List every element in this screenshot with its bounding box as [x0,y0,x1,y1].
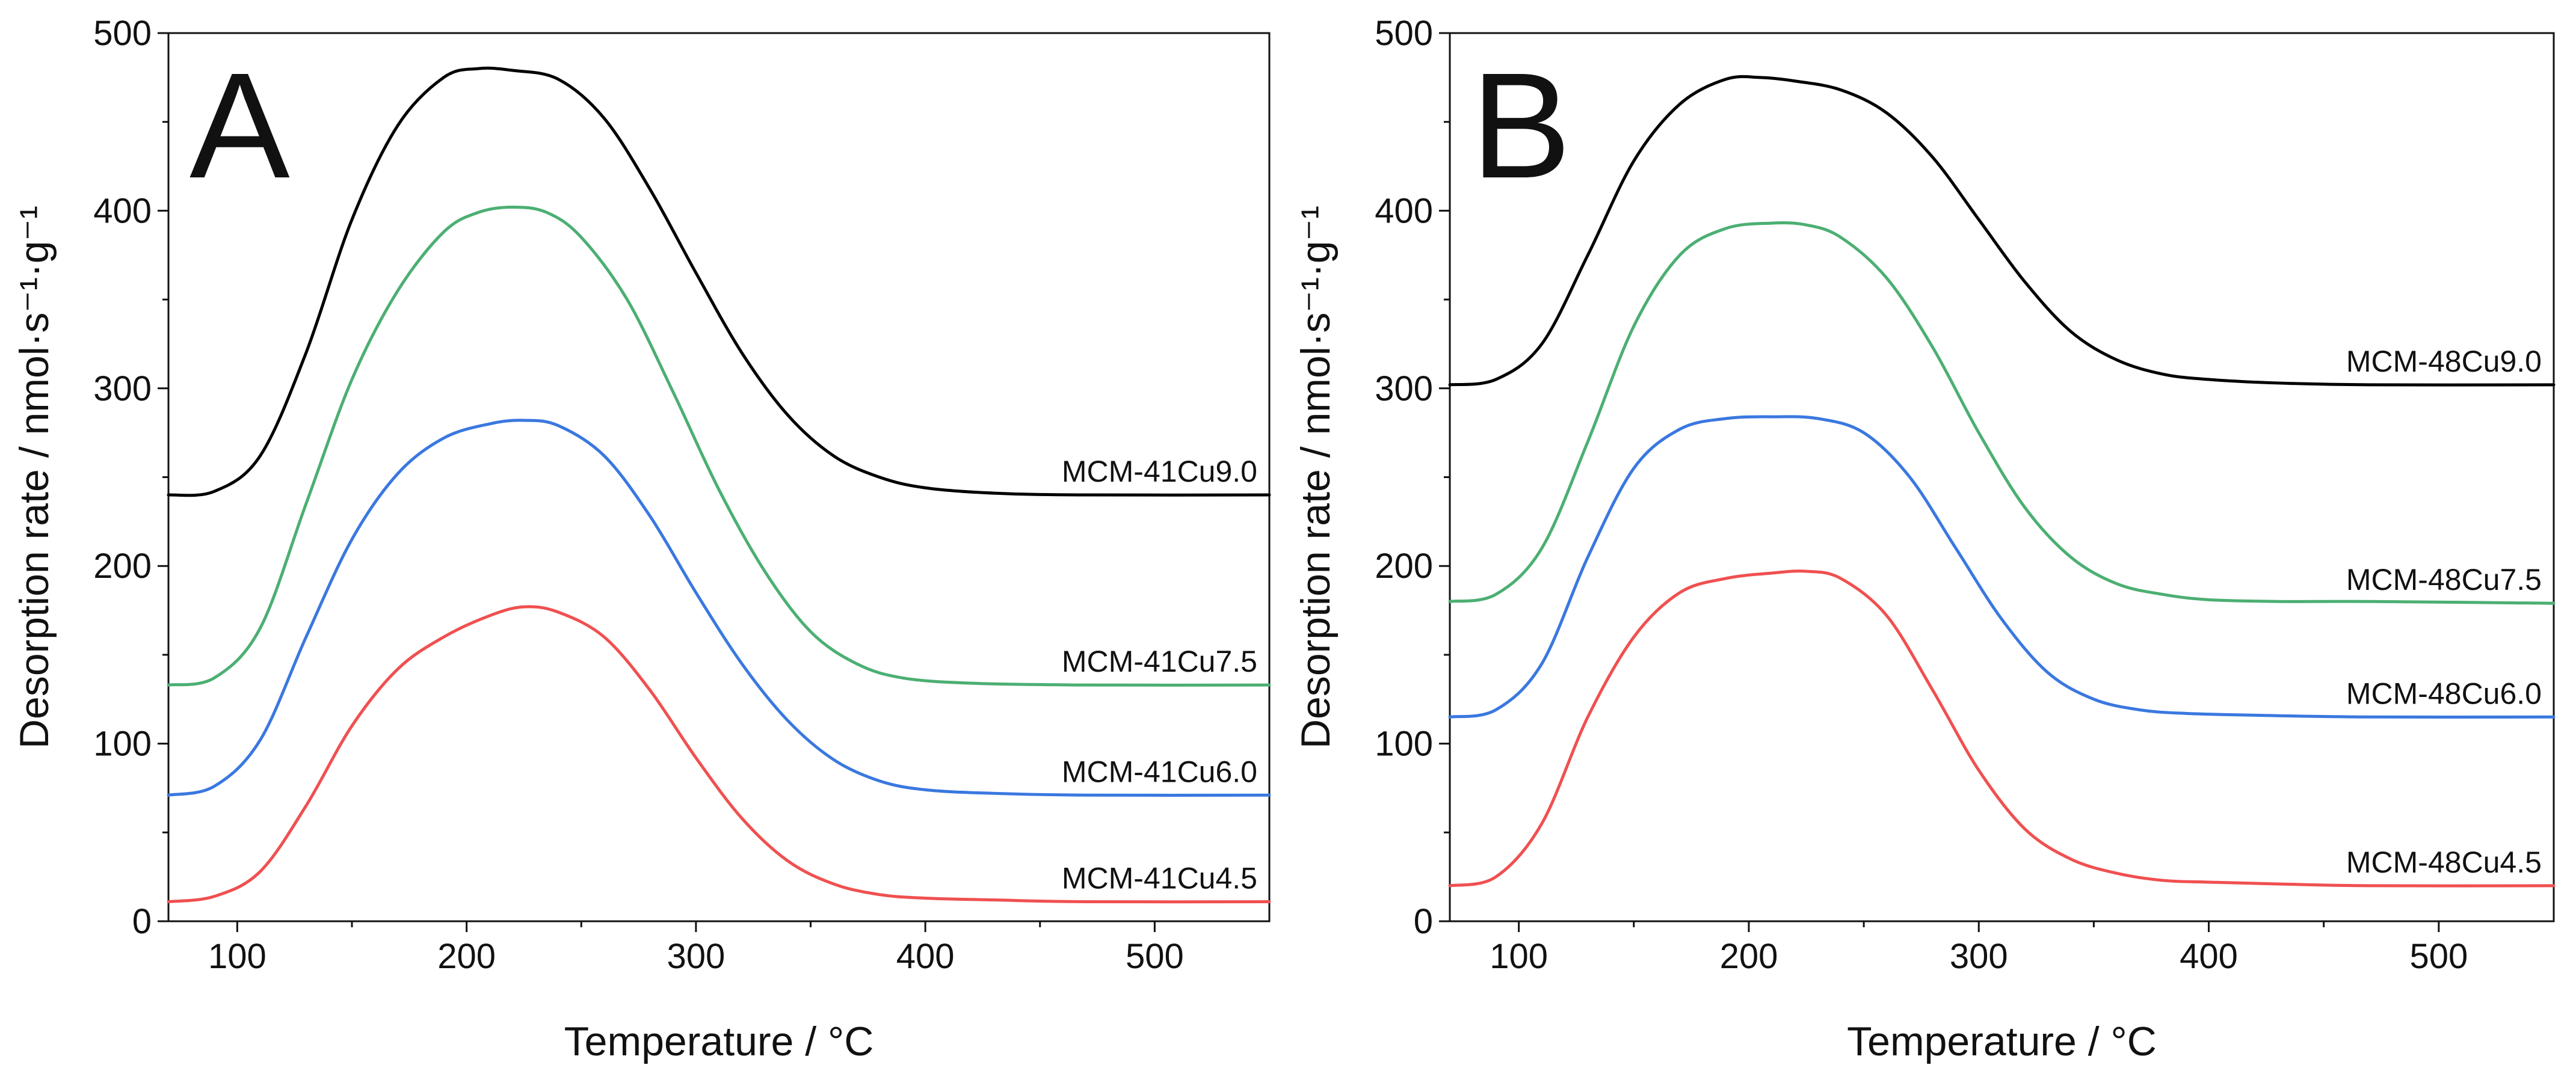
x-tick-label: 200 [437,937,496,976]
series-line-mcm-48cu9-0 [1448,75,2556,387]
y-tick-label: 100 [1375,725,1433,764]
panel-b: 0 100 200 300 400 500 100 200 300 400 500 Temperatu… [1293,14,2556,1064]
x-tick-label: 300 [667,937,725,976]
x-tick-label: 100 [1490,937,1548,976]
y-tick-label: 500 [93,14,152,53]
x-tick-label: 400 [2180,937,2238,976]
series-line-mcm-48cu7-5 [1448,221,2556,605]
x-axis-title: Temperature / °C [1847,1019,2157,1064]
y-tick-label: 200 [93,547,152,586]
series-label: MCM-41Cu4.5 [1062,862,1257,895]
y-axis-title: Desorption rate / nmol·s⁻¹·g⁻¹ [1293,206,1339,749]
y-tick-label: 0 [1414,902,1433,941]
series-label: MCM-48Cu4.5 [2346,845,2542,879]
x-axis-title: Temperature / °C [564,1019,874,1064]
x-tick-label: 400 [896,937,955,976]
series-label: MCM-48Cu9.0 [2346,345,2542,378]
plot-frame [1449,32,2555,922]
series-line-mcm-41cu7-5 [167,205,1271,687]
series-label: MCM-48Cu7.5 [2346,563,2542,597]
y-tick-label: 500 [1375,14,1433,53]
series-line-mcm-41cu6-0 [167,419,1271,797]
y-tick-label: 100 [93,725,152,764]
series-label: MCM-48Cu6.0 [2346,677,2542,710]
y-axis-title: Desorption rate / nmol·s⁻¹·g⁻¹ [11,206,57,749]
y-tick-label: 300 [1375,369,1433,408]
series-line-mcm-41cu4-5 [167,605,1271,904]
panel-a: 0 100 200 300 400 500 100 200 300 400 500 Temperatu… [11,14,1271,1064]
x-tick-label: 500 [1126,937,1184,976]
panel-letter: B [1471,41,1571,209]
panel-letter: A [190,41,290,209]
x-tick-label: 500 [2409,937,2468,976]
y-tick-label: 400 [93,191,152,230]
series-line-mcm-48cu6-0 [1448,415,2556,719]
series-label: MCM-41Cu6.0 [1062,755,1257,788]
y-tick-label: 400 [1375,191,1433,230]
series-label: MCM-41Cu7.5 [1062,645,1257,678]
x-tick-label: 300 [1950,937,2008,976]
x-tick-label: 200 [1720,937,1778,976]
y-tick-label: 300 [93,369,152,408]
series-line-mcm-48cu4-5 [1448,569,2556,888]
y-tick-label: 200 [1375,547,1433,586]
series-line-mcm-41cu9-0 [167,66,1271,497]
series-label: MCM-41Cu9.0 [1062,455,1257,488]
x-tick-label: 100 [208,937,267,976]
y-tick-label: 0 [132,902,152,941]
